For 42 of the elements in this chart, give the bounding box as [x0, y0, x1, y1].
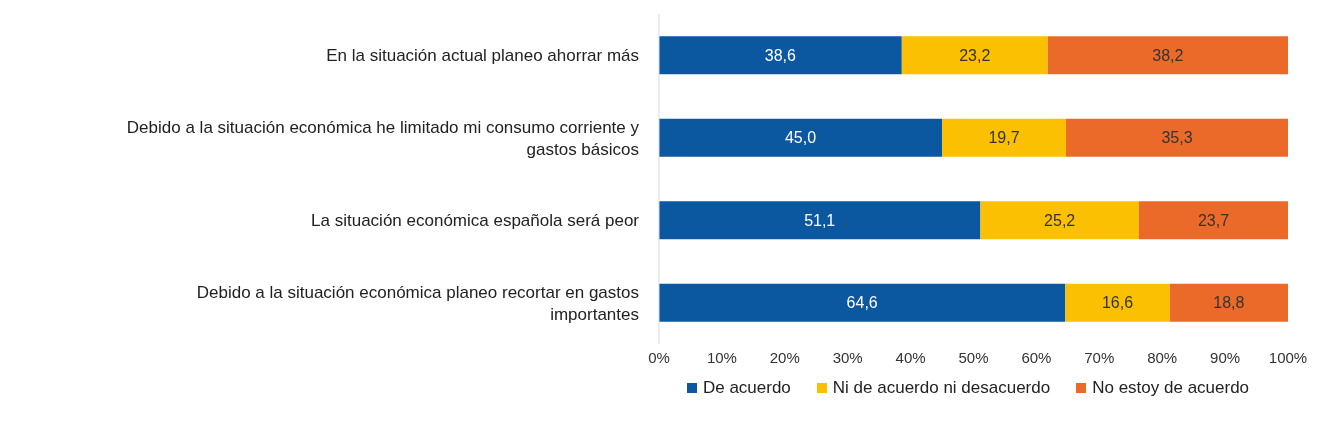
bar	[659, 36, 902, 75]
x-tick-label: 10%	[706, 348, 737, 366]
data-label: 16,6	[1101, 294, 1134, 312]
data-label: 23,7	[1197, 211, 1230, 229]
x-tick-label: 70%	[1084, 348, 1115, 366]
x-tick-label: 40%	[895, 348, 926, 366]
y-tick-label: La situación económica española será peor	[311, 210, 640, 230]
bar	[1065, 118, 1288, 157]
bar	[659, 283, 1066, 322]
legend-label: No estoy de acuerdo	[1091, 378, 1250, 398]
bar	[659, 118, 943, 157]
data-label: 35,3	[1161, 129, 1193, 147]
x-tick-label: 60%	[1021, 348, 1052, 366]
x-tick-label: 0%	[648, 348, 670, 366]
y-tick-label: Debido a la situación económica planeo recortar en gastos importantes	[196, 282, 639, 324]
bar	[980, 201, 1139, 240]
y-tick-label: En la situación actual planeo ahorrar más	[326, 45, 639, 65]
data-label: 38,2	[1152, 46, 1184, 64]
bar	[1047, 36, 1288, 75]
x-tick-label: 50%	[958, 348, 989, 366]
data-label: 45,0	[784, 129, 817, 147]
data-label: 25,2	[1044, 211, 1076, 229]
x-tick-label: 80%	[1147, 348, 1178, 366]
legend-label: De acuerdo	[701, 378, 791, 398]
bar	[901, 36, 1048, 75]
y-tick-label: Debido a la situación económica he limitado mi consumo corriente y gastos básicos	[126, 117, 640, 159]
data-label: 38,6	[764, 46, 797, 64]
x-tick-label: 30%	[832, 348, 863, 366]
x-tick-label: 100%	[1268, 348, 1308, 366]
bar	[1169, 283, 1288, 322]
bar	[942, 118, 1066, 157]
x-tick-label: 90%	[1210, 348, 1241, 366]
legend-label: Ni de acuerdo ni desacuerdo	[831, 378, 1051, 398]
data-label: 51,1	[804, 211, 836, 229]
data-label: 19,7	[988, 129, 1020, 147]
bar	[659, 201, 981, 240]
data-label: 18,8	[1213, 294, 1245, 312]
data-label: 23,2	[959, 46, 991, 64]
data-label: 64,6	[846, 294, 878, 312]
x-tick-label: 20%	[769, 348, 800, 366]
bar	[1138, 201, 1288, 240]
bar	[1065, 283, 1170, 322]
